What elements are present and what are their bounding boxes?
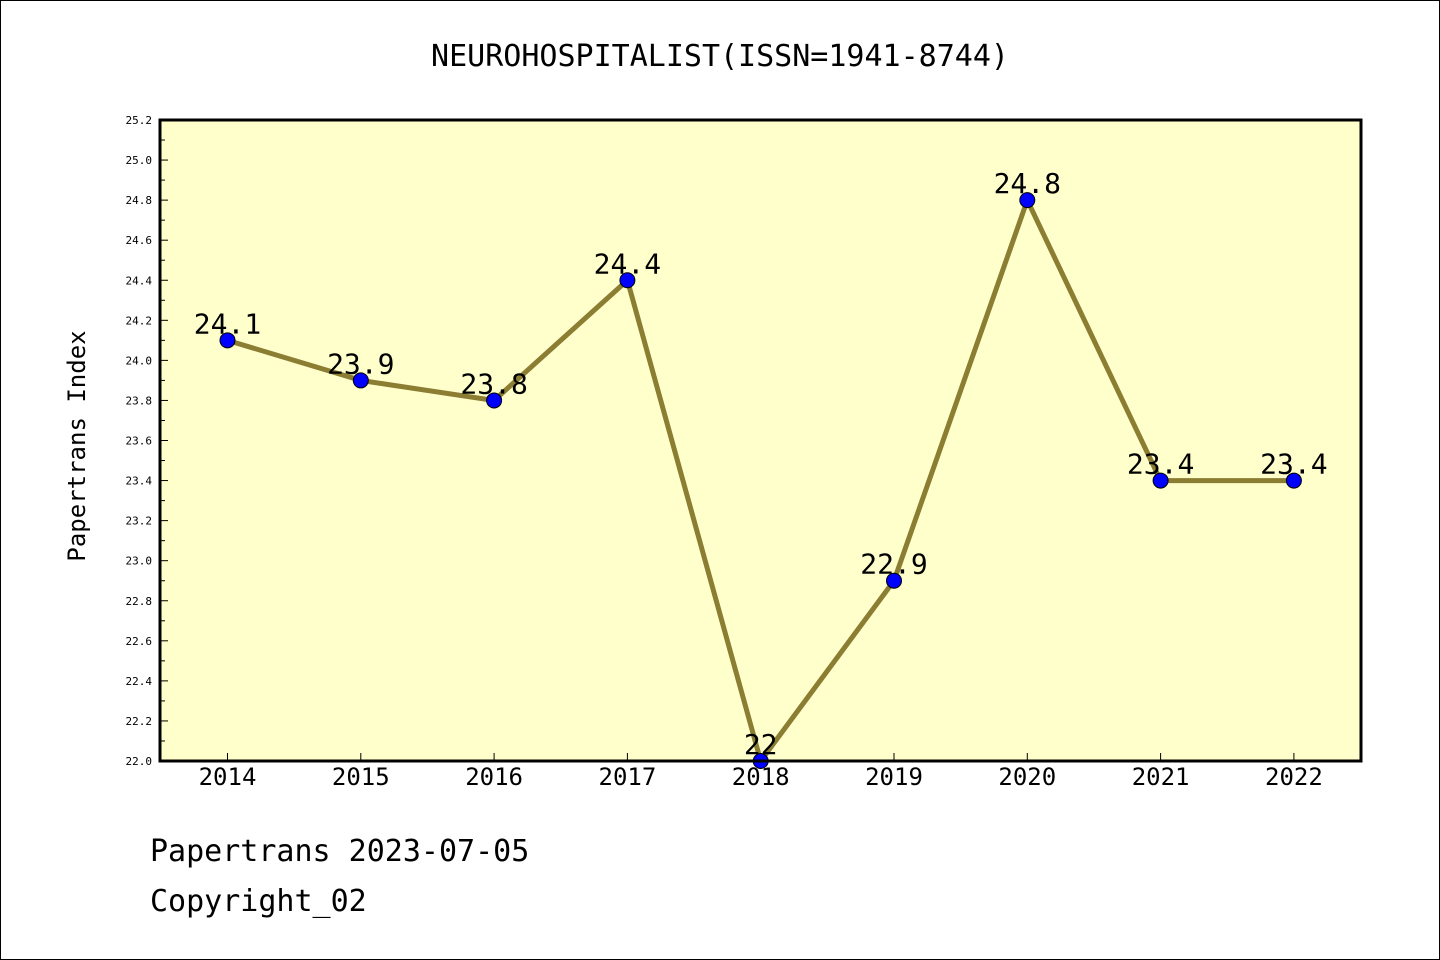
y-tick-label: 24.6 [126, 234, 153, 247]
data-point-2021 [1152, 472, 1169, 489]
y-tick-label: 23.2 [126, 515, 153, 528]
data-point-2016 [486, 392, 503, 409]
plot-area [160, 120, 1361, 761]
y-tick-label: 24.0 [126, 354, 153, 367]
plot-border [158, 118, 1363, 763]
x-tick-label: 2017 [599, 763, 657, 791]
data-point-2022 [1285, 472, 1302, 489]
data-label-2020: 24.8 [994, 167, 1061, 200]
data-label-2019: 22.9 [860, 548, 927, 581]
x-tick-label: 2014 [199, 763, 257, 791]
x-tick-label: 2019 [865, 763, 923, 791]
x-tick-label: 2015 [332, 763, 390, 791]
y-tick-label: 23.4 [126, 475, 153, 488]
data-labels: 24.1 23.9 23.8 24.4 22 22.9 24.8 23.4 23.4 [194, 167, 1328, 761]
data-point-2014 [219, 332, 236, 349]
y-tick-label: 22.0 [126, 755, 153, 768]
y-tick-label: 23.6 [126, 435, 153, 448]
data-label-2021: 23.4 [1127, 448, 1194, 481]
data-point-2019 [886, 572, 902, 589]
data-label-2022: 23.4 [1260, 448, 1327, 481]
data-label-2014: 24.1 [194, 307, 261, 340]
data-label-2015: 23.9 [327, 347, 394, 380]
y-tick-label: 23.8 [126, 394, 153, 407]
data-label-2018: 22 [744, 728, 778, 761]
data-point-2020 [1019, 192, 1036, 209]
y-axis-label: Papertrans Index [63, 330, 91, 561]
data-point-2017 [619, 272, 636, 289]
data-point-2015 [352, 372, 369, 389]
y-tick-label: 22.6 [126, 635, 153, 648]
series-markers [219, 192, 1302, 769]
footer-date: Papertrans 2023-07-05 [150, 834, 530, 869]
y-tick-label: 25.2 [126, 114, 153, 127]
y-tick-label: 23.0 [126, 555, 153, 568]
data-label-2016: 23.8 [460, 367, 527, 400]
x-tick-label: 2016 [465, 763, 523, 791]
y-tick-label: 22.2 [126, 715, 153, 728]
y-tick-label: 22.4 [126, 675, 153, 688]
y-tick-label: 25.0 [126, 154, 153, 167]
y-tick-label: 24.2 [126, 314, 153, 327]
x-tick-label: 2022 [1265, 763, 1323, 791]
x-tick-label: 2021 [1132, 763, 1190, 791]
y-tick-label: 22.8 [126, 595, 153, 608]
x-tick-label: 2020 [998, 763, 1056, 791]
y-tick-label: 24.8 [126, 194, 153, 207]
data-label-2017: 24.4 [594, 247, 661, 280]
x-axis: 2014 2015 2016 2017 2018 2019 2020 2021 2022 [199, 753, 1323, 791]
y-tick-label: 24.4 [126, 274, 153, 287]
chart-title: NEUROHOSPITALIST(ISSN=1941-8744) [431, 39, 1009, 74]
footer-copyright: Copyright_02 [150, 884, 367, 919]
